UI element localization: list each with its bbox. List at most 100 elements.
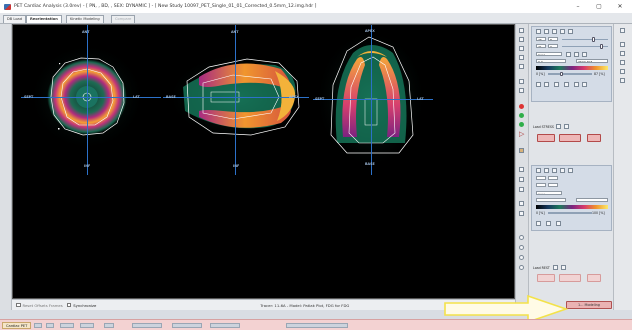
side-tool-icon[interactable]: [620, 60, 625, 65]
view-option-icon[interactable]: [536, 82, 541, 87]
view-option-icon[interactable]: [536, 221, 541, 226]
taskbar-app-icon[interactable]: [34, 323, 42, 328]
stress-sum-button[interactable]: [537, 134, 555, 142]
select-tool-icon[interactable]: [519, 28, 524, 33]
rotate-tool-icon[interactable]: [519, 55, 524, 60]
side-tool-icon[interactable]: [620, 78, 625, 83]
min-value-field[interactable]: 0.0: [536, 59, 566, 63]
display-option-icon[interactable]: [544, 29, 549, 34]
side-tool-icon[interactable]: [620, 51, 625, 56]
stress-link-button[interactable]: [559, 134, 581, 142]
frame-slider-knob[interactable]: [592, 37, 595, 42]
play-arrow-icon[interactable]: ▷: [519, 130, 524, 138]
taskbar-app-icon[interactable]: [286, 323, 348, 328]
tab-kinetic-modeling[interactable]: Kinetic Modeling: [66, 15, 104, 23]
display-option-icon[interactable]: [536, 168, 541, 173]
display-option-icon[interactable]: [552, 29, 557, 34]
green-dot-icon[interactable]: [519, 122, 524, 127]
save-icon[interactable]: [564, 124, 569, 129]
display-option-icon[interactable]: [560, 29, 565, 34]
rest-threshold-slider[interactable]: [548, 212, 592, 214]
rest-colormap-select[interactable]: Cool: [536, 191, 562, 195]
tab-reorientation[interactable]: Reorientation: [26, 15, 62, 23]
maximize-button[interactable]: ▢: [593, 2, 605, 11]
view-option-icon[interactable]: [582, 82, 587, 87]
reset-offsets-checkbox[interactable]: [16, 303, 21, 308]
max-value-field[interactable]: 3607.303: [576, 59, 608, 63]
stress-apply-button[interactable]: [587, 134, 601, 142]
horizontal-long-axis-view[interactable]: APEX BASE SEPT LAT: [313, 25, 433, 175]
display-option-icon[interactable]: [536, 29, 541, 34]
view-option-icon[interactable]: [574, 82, 579, 87]
tool-icon-f[interactable]: [519, 235, 524, 240]
modeling-button[interactable]: 1... Modeling: [566, 301, 612, 309]
taskbar-app-icon[interactable]: [46, 323, 54, 328]
rest-max-field[interactable]: [576, 198, 608, 202]
view-option-icon[interactable]: [556, 221, 561, 226]
view-option-icon[interactable]: [554, 82, 559, 87]
taskbar-app-icon[interactable]: [80, 323, 94, 328]
taskbar-app-icon[interactable]: [210, 323, 240, 328]
frame-slider[interactable]: [562, 39, 608, 41]
view-option-icon[interactable]: [546, 221, 551, 226]
save-icon[interactable]: [561, 265, 566, 270]
rest-min-field[interactable]: [536, 198, 566, 202]
colormap-select[interactable]: Cool: [536, 52, 562, 56]
taskbar-app-icon[interactable]: [132, 323, 162, 328]
folder-icon[interactable]: [556, 124, 561, 129]
tool-icon-b[interactable]: [519, 177, 524, 182]
tool-icon-i[interactable]: [519, 265, 524, 270]
rest-frame-field[interactable]: [536, 176, 546, 180]
display-option-icon[interactable]: [560, 168, 565, 173]
synchronize-checkbox[interactable]: [67, 303, 72, 308]
colormap-option-icon[interactable]: [582, 52, 587, 57]
threshold-slider[interactable]: [548, 73, 592, 75]
vertical-long-axis-view[interactable]: ANT INF BASE APEX: [163, 25, 309, 175]
taskbar-app-icon[interactable]: [60, 323, 74, 328]
close-panel-icon[interactable]: [620, 42, 625, 47]
rest-apply-button[interactable]: [587, 274, 601, 282]
fusion-tool-icon[interactable]: [519, 88, 524, 93]
short-axis-view[interactable]: ANT INF SEPT LAT: [21, 25, 161, 175]
taskbar-start-button[interactable]: Cardiac PET: [2, 322, 31, 329]
frame-b2-field[interactable]: 0: [548, 44, 558, 48]
folder-icon[interactable]: [553, 265, 558, 270]
display-option-icon[interactable]: [568, 29, 573, 34]
display-option-icon[interactable]: [552, 168, 557, 173]
frame-b1-field[interactable]: 21: [536, 44, 546, 48]
layout-tool-icon[interactable]: [519, 79, 524, 84]
display-option-icon[interactable]: [568, 168, 573, 173]
frame-to-field[interactable]: 8: [548, 37, 558, 41]
rest-frame-field[interactable]: [548, 183, 558, 187]
tab-db-load[interactable]: DB Load: [3, 15, 26, 23]
frame-slider-2-knob[interactable]: [600, 44, 603, 49]
pan-tool-icon[interactable]: [519, 46, 524, 51]
tool-icon-c[interactable]: [519, 187, 524, 192]
threshold-slider-knob[interactable]: [560, 72, 563, 77]
rest-sum-button[interactable]: [537, 274, 555, 282]
tool-icon-a[interactable]: [519, 167, 524, 172]
rest-frame-field[interactable]: [548, 176, 558, 180]
green-dot-icon[interactable]: [519, 113, 524, 118]
taskbar-app-icon[interactable]: [172, 323, 202, 328]
zoom-in-icon[interactable]: [620, 69, 625, 74]
rest-frame-field[interactable]: [536, 183, 546, 187]
taskbar-app-icon[interactable]: [104, 323, 114, 328]
view-option-icon[interactable]: [544, 82, 549, 87]
tool-icon-e[interactable]: [519, 211, 524, 216]
tool-icon-d[interactable]: [519, 201, 524, 206]
colormap-option-icon[interactable]: [566, 52, 571, 57]
frame-from-field[interactable]: 26: [536, 37, 546, 41]
book-icon[interactable]: [519, 148, 524, 153]
colormap-option-icon[interactable]: [574, 52, 579, 57]
red-dot-icon[interactable]: [519, 104, 524, 109]
tool-icon-h[interactable]: [519, 255, 524, 260]
tool-icon-g[interactable]: [519, 245, 524, 250]
contour-tool-icon[interactable]: [519, 64, 524, 69]
minimize-button[interactable]: –: [572, 2, 584, 11]
rest-link-button[interactable]: [559, 274, 581, 282]
display-option-icon[interactable]: [544, 168, 549, 173]
side-tool-icon[interactable]: [620, 28, 625, 33]
view-option-icon[interactable]: [564, 82, 569, 87]
close-button[interactable]: ✕: [614, 2, 626, 11]
